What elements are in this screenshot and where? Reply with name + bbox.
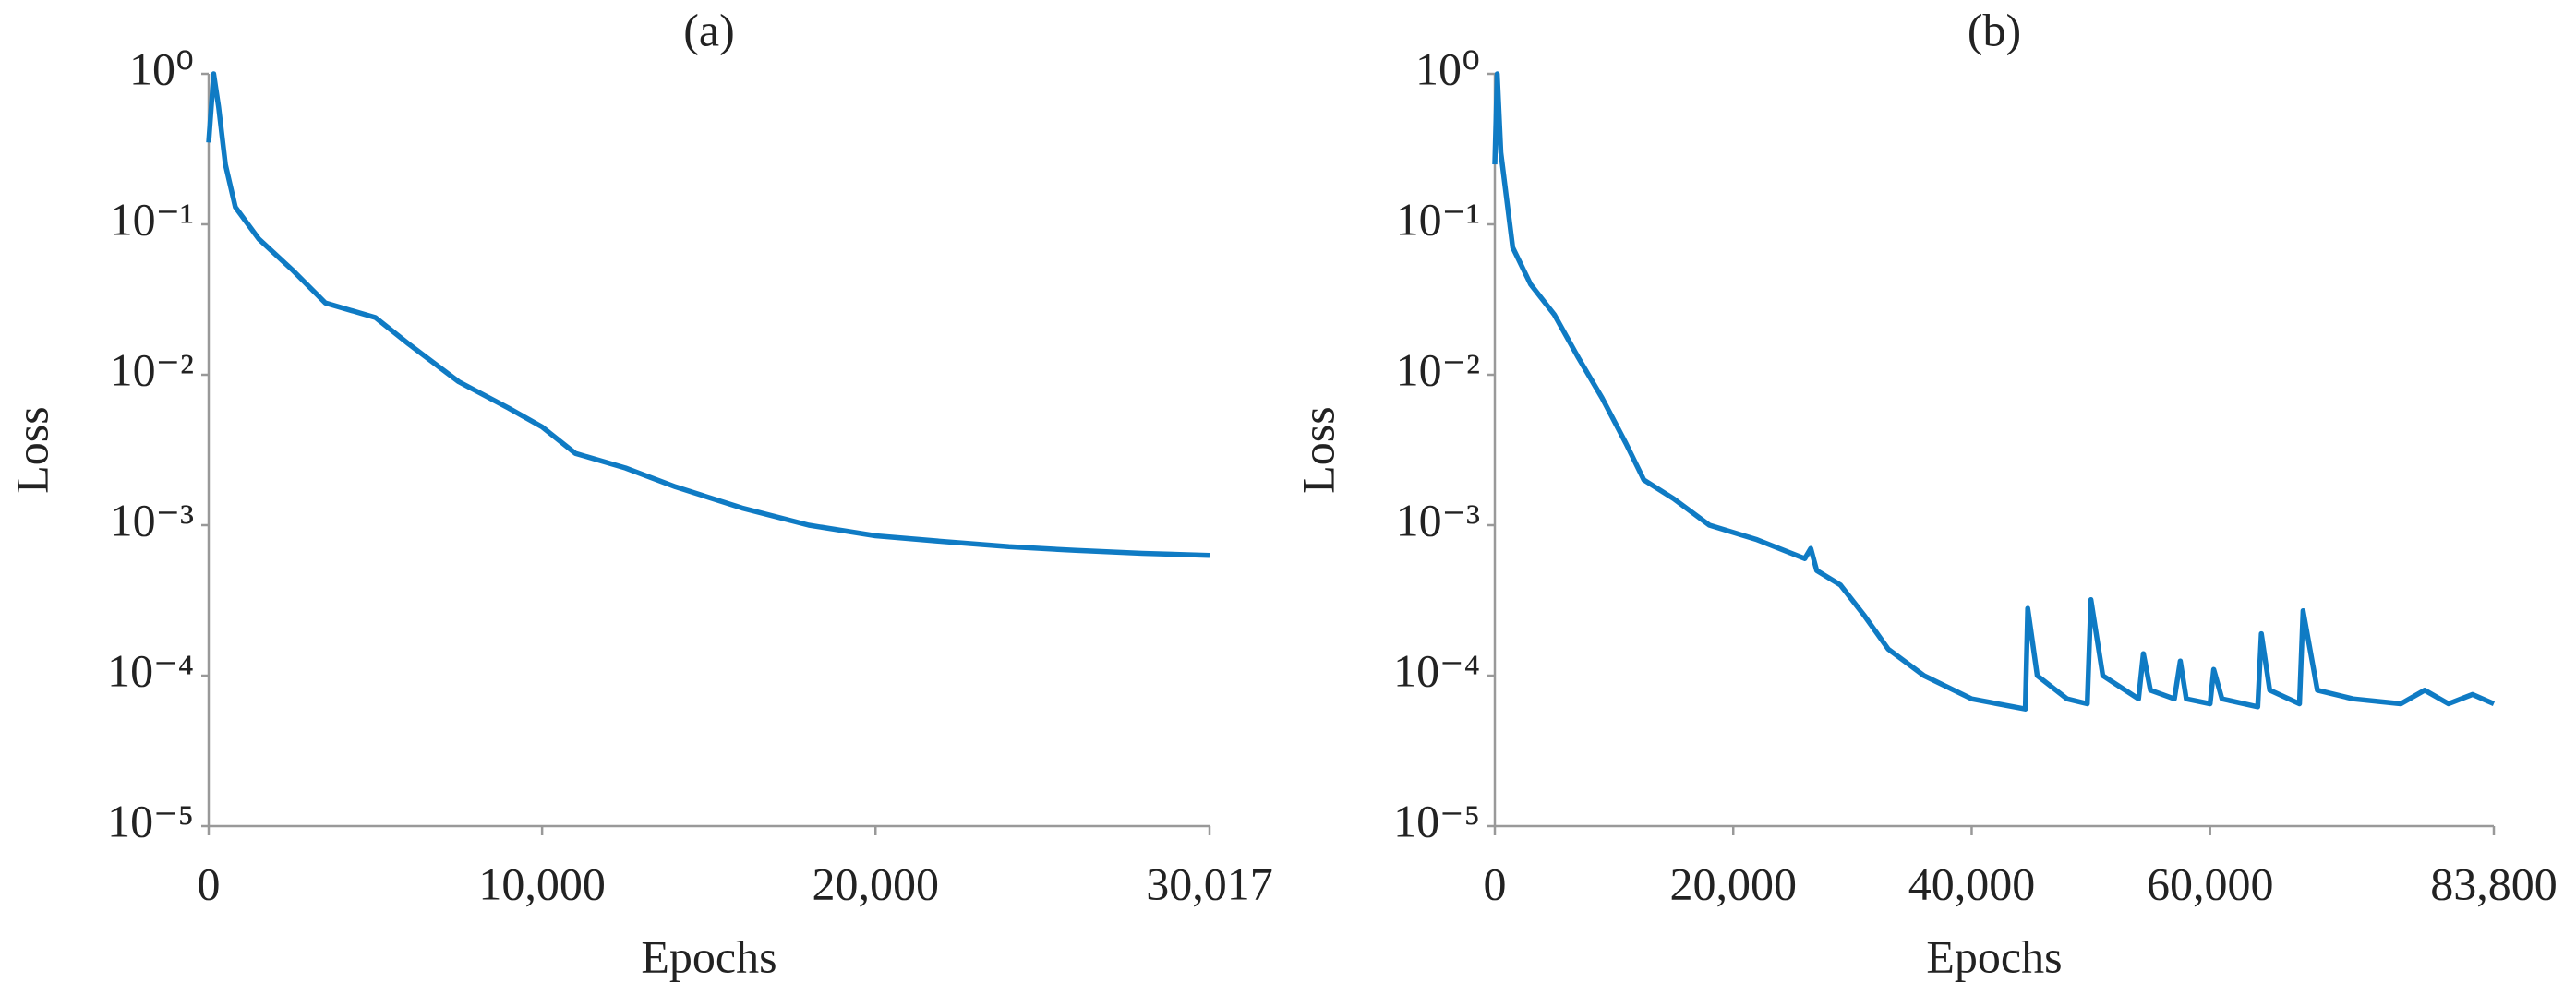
x-tick-label: 83,800 xyxy=(2430,857,2558,909)
y-tick-label: 10⁻⁴ xyxy=(1393,644,1480,696)
y-axis-label: Loss xyxy=(1292,406,1343,493)
y-tick-label: 10⁻⁴ xyxy=(107,644,194,696)
loss-line xyxy=(206,71,1210,558)
y-tick-label: 10⁻¹ xyxy=(1396,193,1480,245)
chart-title: (b) xyxy=(1968,4,2021,55)
y-tick-label: 10⁻⁵ xyxy=(107,795,194,846)
loss-line xyxy=(1492,71,2496,712)
x-tick-label: 20,000 xyxy=(1669,857,1797,909)
y-tick-label: 10⁻² xyxy=(110,343,194,395)
x-axis-label: Epochs xyxy=(1926,930,2062,982)
x-tick-label: 10,000 xyxy=(478,857,606,909)
x-tick-label: 20,000 xyxy=(813,857,940,909)
y-tick-label: 10⁻³ xyxy=(110,494,194,545)
x-tick-label: 0 xyxy=(198,857,221,909)
x-tick-label: 40,000 xyxy=(1908,857,2036,909)
x-tick-label: 60,000 xyxy=(2147,857,2274,909)
x-tick-label: 0 xyxy=(1484,857,1507,909)
x-axis-label: Epochs xyxy=(641,930,776,982)
y-axis-label: Loss xyxy=(6,406,57,493)
y-tick-label: 10⁻³ xyxy=(1396,494,1480,545)
y-tick-label: 10⁻¹ xyxy=(110,193,194,245)
y-tick-label: 10⁰ xyxy=(1415,42,1480,94)
y-tick-label: 10⁻⁵ xyxy=(1393,795,1480,846)
x-tick-label: 30,017 xyxy=(1146,857,1273,909)
y-tick-label: 10⁰ xyxy=(129,42,194,94)
y-tick-label: 10⁻² xyxy=(1396,343,1480,395)
chart-title: (a) xyxy=(683,4,735,55)
